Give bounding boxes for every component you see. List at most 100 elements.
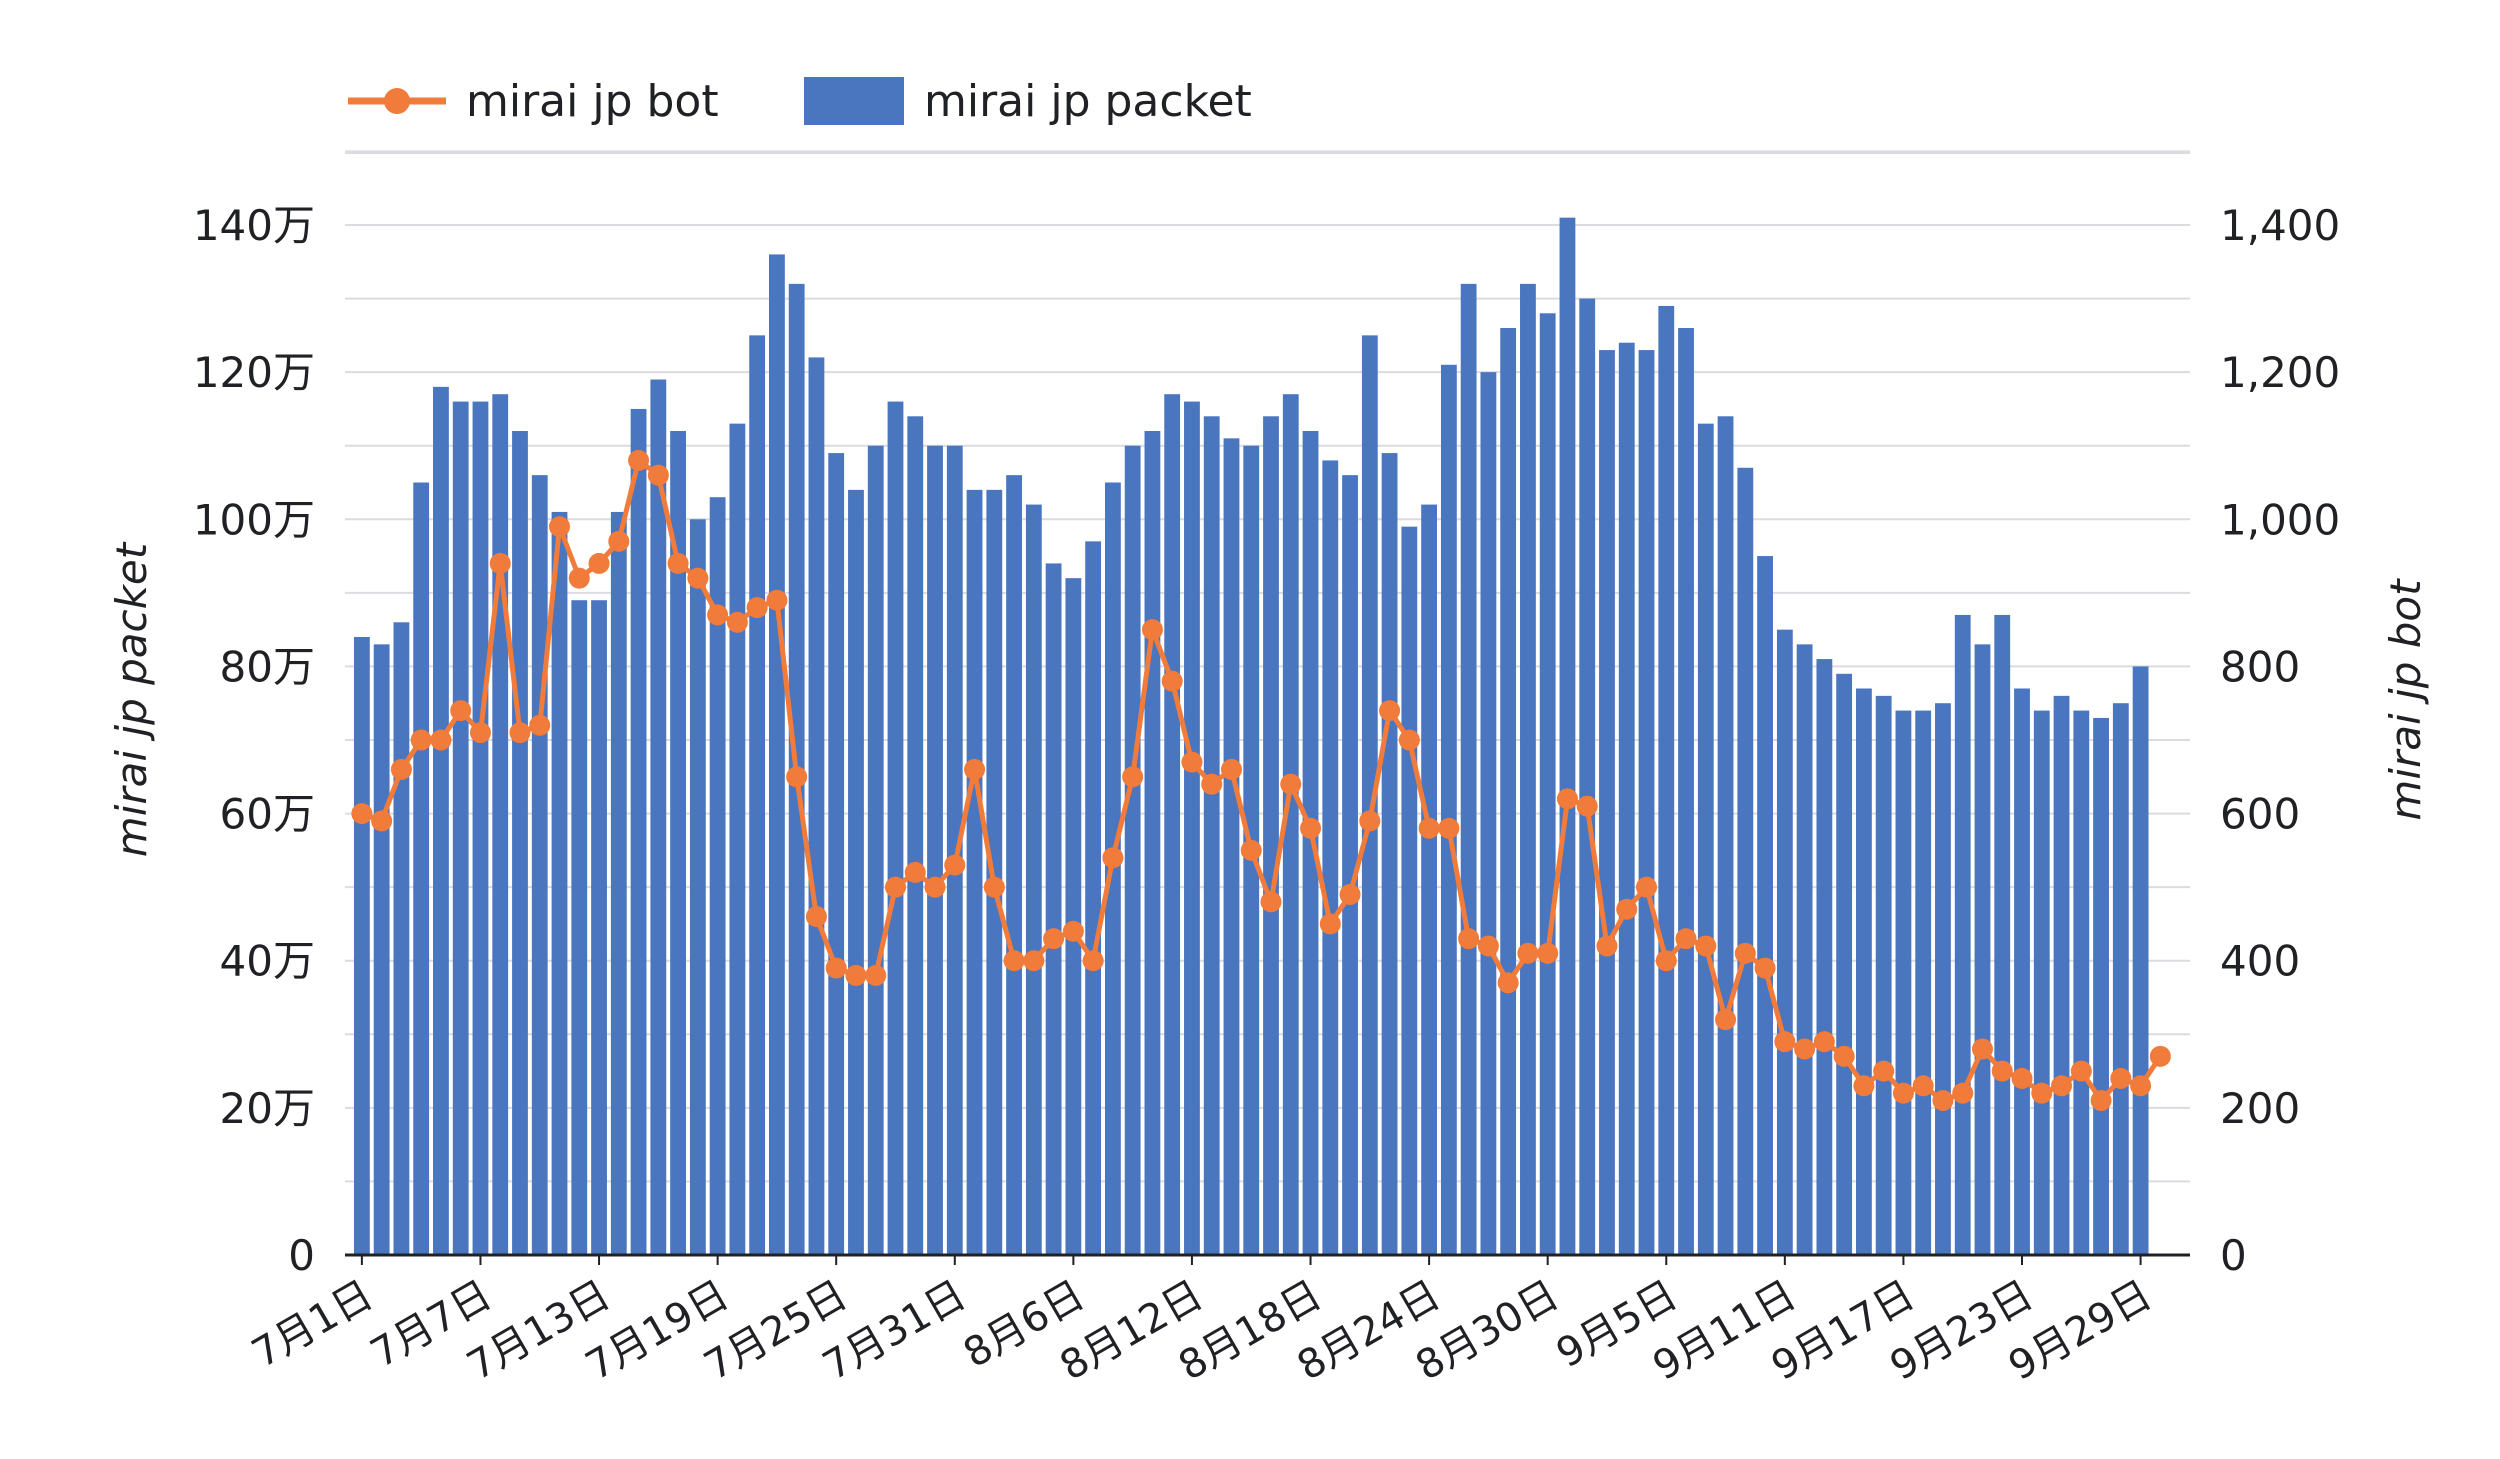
packet-bar — [808, 357, 825, 1255]
bot-point — [1556, 788, 1578, 810]
bot-point — [1379, 700, 1401, 722]
bot-point — [628, 449, 650, 471]
legend-packet-swatch — [804, 77, 904, 125]
bot-point — [667, 552, 689, 574]
bot-point — [2051, 1075, 2073, 1097]
bot-point — [944, 854, 966, 876]
packet-bar — [472, 401, 489, 1256]
bot-point — [2011, 1067, 2033, 1089]
packet-bar — [650, 379, 667, 1255]
y-right-tick-label: 600 — [2220, 790, 2300, 839]
packet-bar — [1440, 364, 1457, 1255]
bot-point — [1754, 957, 1776, 979]
bot-point — [845, 964, 867, 986]
bot-point — [766, 589, 788, 611]
bot-point — [1201, 773, 1223, 795]
packet-bar — [749, 335, 766, 1255]
packet-bar — [1045, 563, 1062, 1255]
packet-bar — [1164, 394, 1181, 1255]
bot-line-series — [351, 449, 2171, 1111]
packet-bar — [887, 401, 904, 1256]
bot-point — [489, 552, 511, 574]
bot-point — [1398, 729, 1420, 751]
packet-bar — [1302, 431, 1319, 1255]
bot-point — [1458, 928, 1480, 950]
bot-point — [509, 722, 531, 744]
y-left-tick-label: 20万 — [220, 1084, 315, 1133]
bot-point — [1023, 950, 1045, 972]
packet-bar — [1737, 467, 1754, 1255]
bot-point — [1537, 942, 1559, 964]
y-right-tick-label: 1,000 — [2220, 495, 2340, 544]
packet-bar — [1421, 504, 1438, 1256]
packet-bar — [1322, 460, 1339, 1255]
packet-bar — [1500, 328, 1517, 1255]
packet-bar — [492, 394, 509, 1255]
bot-point — [2070, 1060, 2092, 1082]
packet-bar — [393, 622, 410, 1255]
bot-point — [1141, 619, 1163, 641]
packet-bar — [551, 511, 568, 1255]
bot-point — [647, 464, 669, 486]
bot-point — [588, 552, 610, 574]
packet-bar — [2073, 710, 2090, 1255]
packet-bar — [670, 431, 687, 1255]
packet-bar — [966, 489, 983, 1255]
bot-point — [1359, 810, 1381, 832]
packet-bar — [1520, 283, 1536, 1255]
bot-point — [687, 567, 709, 589]
packet-bar — [1974, 644, 1991, 1255]
bot-point — [1833, 1045, 1855, 1067]
packet-bar — [1539, 313, 1556, 1255]
packet-bar — [1025, 504, 1042, 1256]
packet-bar — [610, 511, 627, 1255]
bot-point — [1181, 751, 1203, 773]
packet-bar — [2053, 695, 2070, 1255]
packet-bar — [907, 416, 924, 1255]
y-right-tick-label: 800 — [2220, 642, 2300, 691]
packet-bar — [512, 431, 528, 1255]
packet-bar — [1697, 423, 1714, 1256]
bot-point — [1122, 766, 1144, 788]
packet-bar — [1203, 416, 1220, 1255]
bot-point — [1695, 935, 1717, 957]
packet-bar — [1144, 431, 1161, 1255]
bot-point — [1853, 1075, 1875, 1097]
legend-bot-dot-marker — [384, 88, 410, 114]
packet-bar — [927, 445, 943, 1255]
bot-point — [1319, 913, 1341, 935]
bot-point — [983, 876, 1005, 898]
bot-point — [608, 530, 630, 552]
bot-point — [1952, 1082, 1974, 1104]
bot-point — [1912, 1075, 1934, 1097]
bot-point — [2031, 1082, 2053, 1104]
packet-bar — [1361, 335, 1378, 1255]
packet-bar — [1757, 556, 1773, 1255]
packet-bar — [1895, 710, 1912, 1255]
packet-bar — [1836, 673, 1853, 1255]
bot-point — [1576, 795, 1598, 817]
y-left-axis-title: mirai jp packet — [107, 541, 156, 857]
y-right-tick-label: 1,200 — [2220, 348, 2340, 397]
bot-point — [1438, 817, 1460, 839]
legend-packet-label: mirai jp packet — [924, 76, 1252, 127]
packet-bar — [1184, 401, 1200, 1256]
bot-point — [924, 876, 946, 898]
packet-bar — [848, 489, 864, 1255]
bot-point — [825, 957, 847, 979]
packet-bar — [1618, 342, 1635, 1255]
y-left-tick-label: 40万 — [220, 937, 315, 986]
bot-point — [1636, 876, 1658, 898]
bot-point — [529, 714, 551, 736]
y-left-tick-label: 80万 — [220, 642, 315, 691]
packet-bar — [1915, 710, 1932, 1255]
bot-point — [2149, 1045, 2171, 1067]
packet-bar — [2112, 703, 2129, 1255]
legend[interactable]: mirai jp bot mirai jp packet — [348, 76, 1252, 127]
y-left-tick-label: 100万 — [193, 495, 315, 544]
packet-bar — [433, 386, 449, 1255]
bot-point — [904, 861, 926, 883]
packet-bar — [571, 600, 588, 1255]
bot-point — [549, 516, 571, 538]
